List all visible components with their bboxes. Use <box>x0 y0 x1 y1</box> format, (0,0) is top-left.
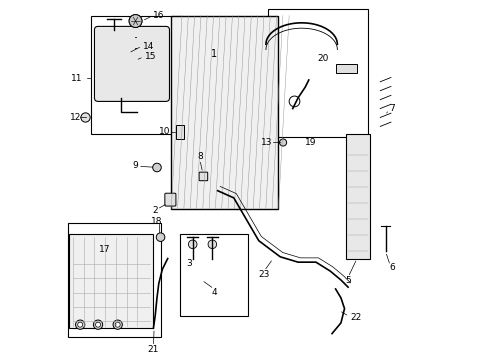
Text: 20: 20 <box>317 54 328 63</box>
Text: 21: 21 <box>147 345 159 354</box>
Circle shape <box>113 320 122 329</box>
Text: 6: 6 <box>388 263 394 272</box>
Circle shape <box>81 113 90 122</box>
Circle shape <box>129 15 142 27</box>
Bar <box>175 125 184 139</box>
Circle shape <box>129 15 142 27</box>
Text: 13: 13 <box>261 138 272 147</box>
Text: 3: 3 <box>186 260 192 269</box>
Text: 22: 22 <box>349 313 361 322</box>
Text: 5: 5 <box>345 275 350 284</box>
FancyBboxPatch shape <box>199 172 207 181</box>
Text: 23: 23 <box>258 270 269 279</box>
Text: 7: 7 <box>388 104 394 113</box>
Text: 9: 9 <box>132 161 138 170</box>
Text: 19: 19 <box>304 138 316 147</box>
Circle shape <box>207 240 216 249</box>
Circle shape <box>93 320 102 329</box>
Text: 17: 17 <box>99 245 111 254</box>
Text: 16: 16 <box>153 11 164 20</box>
Circle shape <box>78 322 82 327</box>
Bar <box>346 134 369 258</box>
Bar <box>171 16 278 208</box>
Text: 14: 14 <box>142 41 154 50</box>
Text: 8: 8 <box>197 152 203 161</box>
Text: 12: 12 <box>69 113 81 122</box>
Bar <box>180 234 247 316</box>
Circle shape <box>95 322 101 327</box>
Text: 4: 4 <box>211 288 217 297</box>
Text: 2: 2 <box>152 206 158 215</box>
Circle shape <box>188 240 197 249</box>
Bar <box>335 64 356 73</box>
Text: 1: 1 <box>211 49 217 59</box>
Bar <box>91 16 182 134</box>
Bar <box>69 234 153 328</box>
Circle shape <box>279 139 286 146</box>
Text: 10: 10 <box>159 127 171 136</box>
Circle shape <box>75 320 84 329</box>
Circle shape <box>115 322 120 327</box>
Circle shape <box>156 233 164 242</box>
Text: 18: 18 <box>151 217 163 226</box>
Circle shape <box>152 163 161 172</box>
Text: 15: 15 <box>144 52 156 61</box>
Bar <box>67 223 160 337</box>
Bar <box>267 9 367 137</box>
FancyBboxPatch shape <box>94 26 169 102</box>
Text: 11: 11 <box>71 74 82 83</box>
FancyBboxPatch shape <box>164 193 176 206</box>
